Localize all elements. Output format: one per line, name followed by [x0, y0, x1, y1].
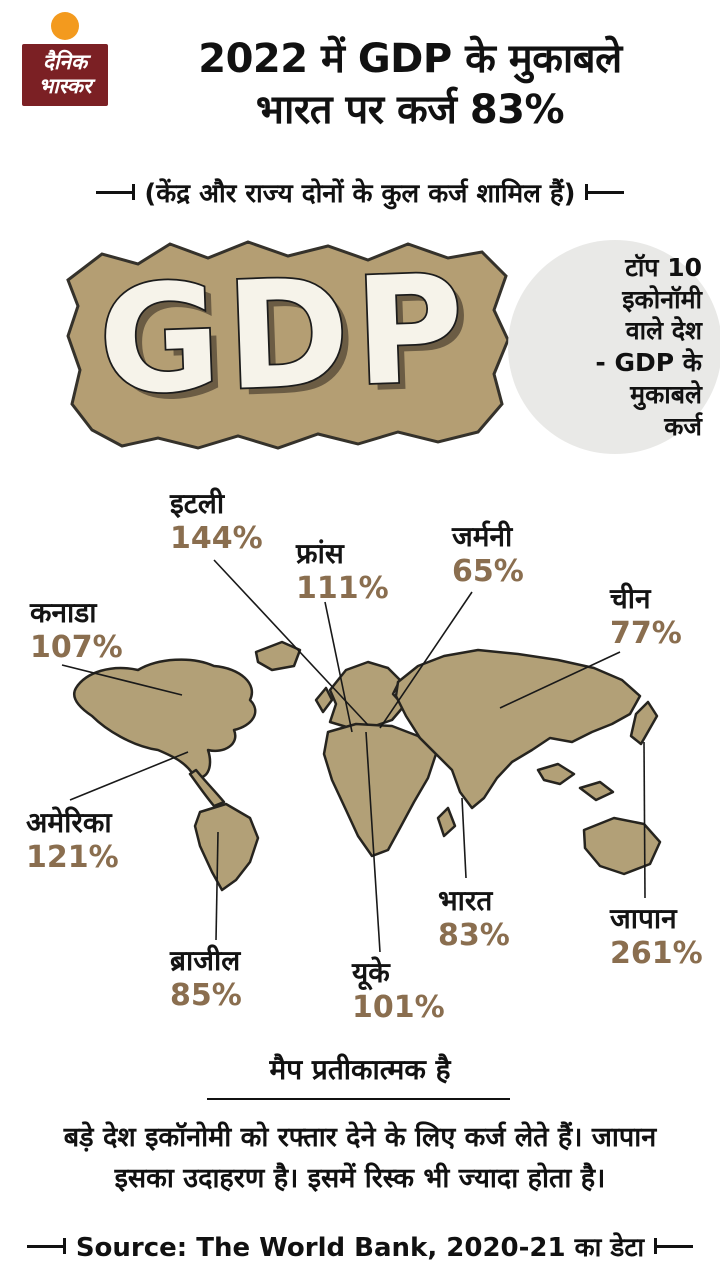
cardboard-blob — [66, 240, 510, 450]
france-connector — [324, 601, 353, 733]
source-text: Source: The World Bank, 2020-21 का डेटा — [75, 1233, 645, 1263]
brazil-connector — [215, 831, 219, 941]
country-name: इटली — [170, 487, 225, 520]
country-value: 121% — [26, 839, 119, 875]
country-name: ब्राजील — [170, 944, 241, 977]
japan-shape — [629, 700, 659, 746]
country-value: 83% — [438, 917, 510, 953]
country-label-america: अमेरिका 121% — [26, 806, 119, 876]
china-connector — [499, 651, 621, 709]
country-name: कनाडा — [30, 596, 97, 629]
uk-connector — [365, 731, 381, 953]
india-connector — [461, 797, 467, 879]
top10-economy-badge: टॉप 10 इकोनॉमी वाले देश - GDP के मुकाबले… — [508, 240, 720, 454]
country-label-italy: इटली 144% — [170, 487, 263, 557]
subtitle-left-decoration — [96, 184, 136, 200]
logo-wordmark: दैनिक भास्कर — [22, 44, 108, 107]
page-title-line1: 2022 में GDP के मुकाबले — [198, 36, 622, 82]
source-row: Source: The World Bank, 2020-21 का डेटा — [0, 1228, 720, 1264]
greenland-shape — [254, 640, 302, 672]
germany-connector — [379, 591, 473, 729]
source-left-decoration — [26, 1238, 66, 1254]
footer-explanation: बड़े देश इकॉनोमी को रफ्तार देने के लिए क… — [18, 1118, 702, 1199]
country-name: अमेरिका — [26, 806, 112, 839]
page-title: 2022 में GDP के मुकाबले भारत पर कर्ज 83% — [112, 34, 708, 136]
country-label-france: फ्रांस 111% — [296, 537, 389, 607]
logo-line2: भास्कर — [38, 73, 92, 98]
continents — [73, 640, 662, 892]
footer-explanation-line1: बड़े देश इकॉनोमी को रफ्तार देने के लिए क… — [63, 1122, 657, 1153]
logo-sun-icon — [51, 12, 79, 40]
central-america-shape — [188, 768, 226, 808]
map-note-underline — [207, 1098, 510, 1100]
south-america-shape — [193, 802, 260, 892]
country-value: 107% — [30, 629, 123, 665]
indonesia-shape — [578, 780, 615, 802]
country-value: 65% — [452, 553, 524, 589]
country-label-japan: जापान 261% — [610, 902, 703, 972]
country-name: फ्रांस — [296, 537, 344, 570]
country-value: 144% — [170, 520, 263, 556]
north-america-shape — [73, 658, 257, 779]
country-value: 101% — [352, 989, 445, 1025]
badge-line: इकोनॉमी — [622, 284, 702, 314]
canada-connector — [61, 664, 183, 696]
america-connector — [69, 751, 189, 801]
country-label-uk: यूके 101% — [352, 956, 445, 1026]
africa-shape — [322, 722, 438, 858]
country-value: 111% — [296, 570, 389, 606]
japan-connector — [643, 741, 646, 899]
uk-shape — [314, 686, 334, 714]
footer-explanation-line2: इसका उदाहरण है। इसमें रिस्क भी ज्यादा हो… — [114, 1162, 606, 1194]
source-right-decoration — [654, 1238, 694, 1254]
subtitle-right-decoration — [584, 184, 624, 200]
country-label-canada: कनाडा 107% — [30, 596, 123, 666]
badge-line: मुकाबले — [630, 379, 702, 409]
country-name: यूके — [352, 956, 390, 989]
gdp-text-shadow: GDP — [103, 249, 480, 434]
country-name: जापान — [610, 902, 677, 935]
country-value: 77% — [610, 615, 682, 651]
page-title-line2: भारत पर कर्ज 83% — [255, 87, 565, 134]
badge-line: टॉप 10 — [625, 252, 702, 282]
logo-line1: दैनिक — [42, 50, 88, 74]
world-map — [61, 559, 662, 953]
country-name: जर्मनी — [452, 520, 513, 553]
badge-line: वाले देश — [625, 316, 702, 346]
madagascar-shape — [436, 806, 457, 838]
gdp-text: GDP — [96, 243, 473, 428]
map-symbolic-note: मैप प्रतीकात्मक है — [269, 1053, 451, 1086]
badge-line: कर्ज — [664, 411, 702, 441]
dainik-bhaskar-logo: दैनिक भास्कर — [22, 12, 108, 107]
gdp-cardboard-illustration: GDP GDP — [66, 240, 510, 450]
country-value: 261% — [610, 935, 703, 971]
country-name: भारत — [438, 884, 493, 917]
country-label-india: भारत 83% — [438, 884, 510, 954]
australia-shape — [582, 816, 662, 876]
asia-shape — [394, 648, 642, 810]
subtitle-row: (केंद्र और राज्य दोनों के कुल कर्ज शामिल… — [0, 174, 720, 210]
badge-line: - GDP के — [595, 348, 702, 377]
country-name: चीन — [610, 582, 651, 615]
country-label-brazil: ब्राजील 85% — [170, 944, 242, 1014]
europe-shape — [328, 660, 406, 730]
connector-lines — [61, 559, 646, 953]
country-label-china: चीन 77% — [610, 582, 682, 652]
country-label-germany: जर्मनी 65% — [452, 520, 524, 590]
country-value: 85% — [170, 977, 242, 1013]
italy-connector — [213, 559, 369, 726]
southeast-asia-shape — [536, 762, 576, 786]
page-subtitle: (केंद्र और राज्य दोनों के कुल कर्ज शामिल… — [144, 179, 576, 209]
